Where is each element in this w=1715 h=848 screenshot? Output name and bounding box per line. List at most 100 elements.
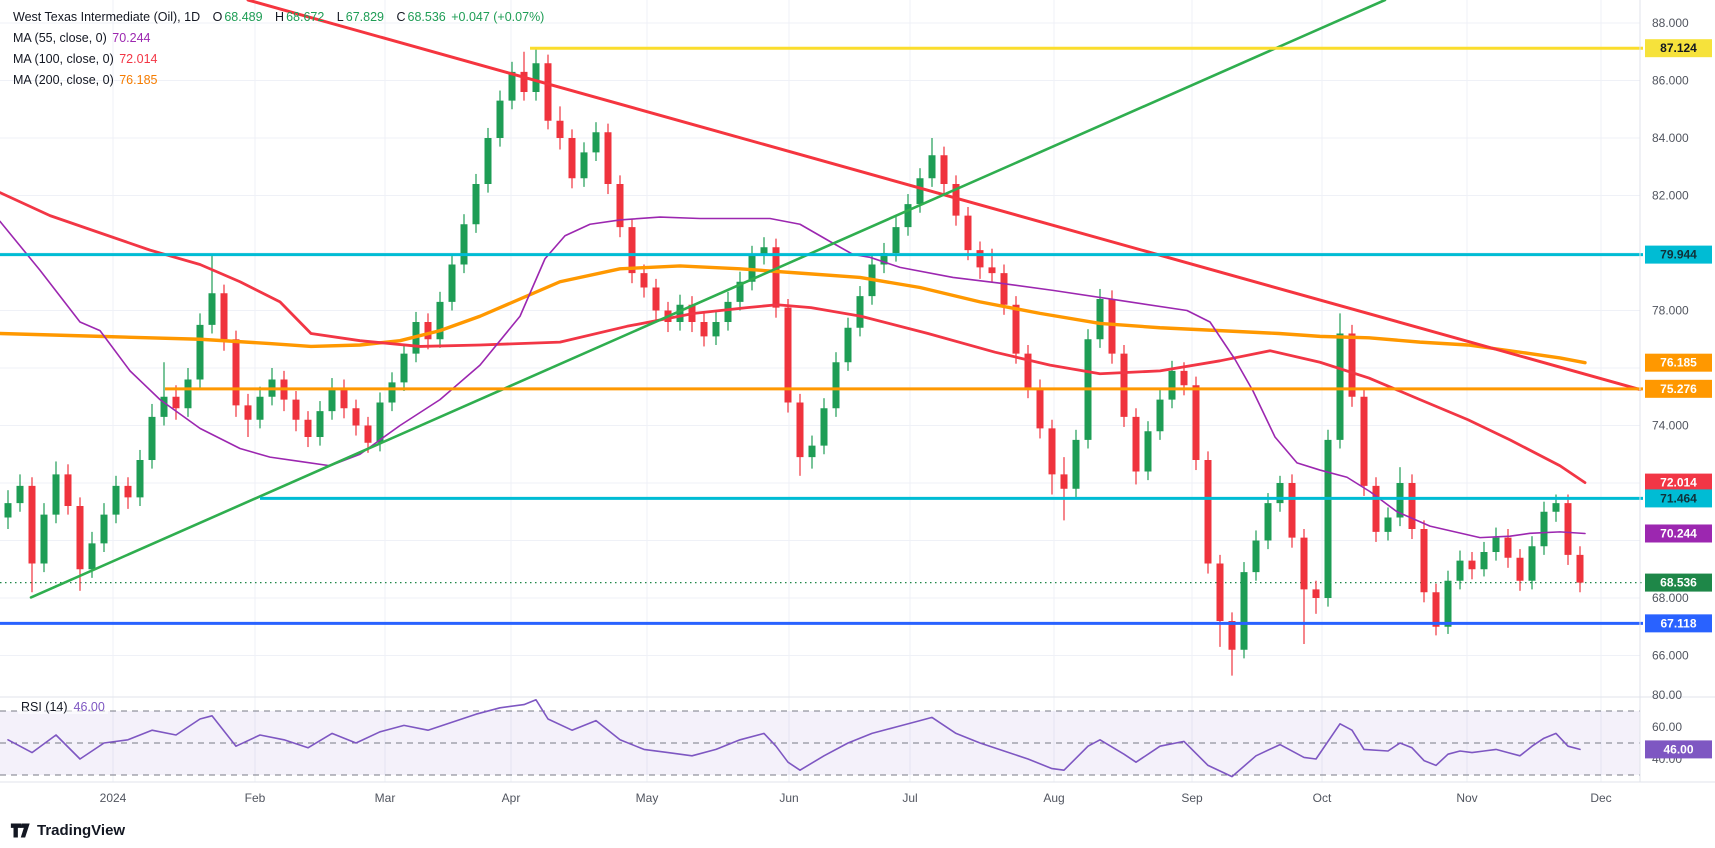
- rsi-pane[interactable]: [0, 710, 1640, 776]
- candle-body: [148, 416, 156, 461]
- candle: [736, 271, 744, 311]
- candle-body: [28, 485, 36, 564]
- candle-body: [1372, 485, 1380, 532]
- time-axis-label: 2024: [100, 791, 127, 805]
- candle: [1132, 408, 1140, 485]
- ma200-label: MA (200, close, 0): [13, 73, 114, 87]
- candle: [1408, 474, 1416, 540]
- candle-body: [1120, 353, 1128, 417]
- price-badge-box: [1645, 614, 1712, 633]
- price-badge-67.118: 67.118: [1645, 614, 1712, 633]
- candle-body: [4, 503, 12, 518]
- candle: [1516, 549, 1524, 591]
- candle-body: [484, 138, 492, 184]
- candle: [1276, 475, 1284, 512]
- ascending-trendline[interactable]: [29, 0, 1387, 599]
- candle: [424, 313, 432, 350]
- time-axis[interactable]: 2024 Feb Mar Apr May Jun Jul Aug Sep Oct Nov Dec: [100, 791, 1612, 805]
- time-axis-label: Dec: [1590, 791, 1611, 805]
- price-tick-label: 74.000: [1652, 419, 1689, 433]
- candle-body: [820, 408, 828, 446]
- candle: [1300, 529, 1308, 644]
- ma55-value: 70.244: [112, 31, 151, 45]
- candle-body: [556, 120, 564, 138]
- ma100-legend[interactable]: MA (100, close, 0) 72.014: [13, 49, 544, 70]
- candle-body: [160, 396, 168, 417]
- candle-body: [1420, 529, 1428, 593]
- candle-body: [64, 474, 72, 506]
- candle-body: [448, 264, 456, 302]
- symbol-title[interactable]: West Texas Intermediate (Oil), 1D: [13, 10, 201, 24]
- candle-body: [1432, 592, 1440, 627]
- time-axis-label: Jun: [779, 791, 798, 805]
- price-badge-79.944: 79.944: [1645, 245, 1712, 264]
- tradingview-logo[interactable]: TradingView: [10, 820, 125, 841]
- price-axis[interactable]: 88.000 86.000 84.000 82.000 78.000 74.000 68.0…: [1645, 16, 1712, 766]
- candle-body: [760, 247, 768, 256]
- candle: [496, 90, 504, 147]
- candle-body: [1504, 537, 1512, 558]
- candle-body: [796, 402, 804, 458]
- candle-body: [460, 224, 468, 265]
- price-badge-value: 72.014: [1660, 476, 1697, 490]
- candle: [1480, 541, 1488, 577]
- ma200-legend[interactable]: MA (200, close, 0) 76.185: [13, 70, 544, 91]
- candle-body: [352, 408, 360, 426]
- candle: [1504, 529, 1512, 568]
- candle-body: [808, 445, 816, 458]
- candle: [604, 123, 612, 195]
- price-tick-label: 82.000: [1652, 189, 1689, 203]
- candle: [1492, 527, 1500, 561]
- rsi-badge: 46.00: [1645, 740, 1712, 759]
- candle: [328, 378, 336, 420]
- candle: [100, 503, 108, 552]
- candle-body: [532, 63, 540, 92]
- candle: [1192, 376, 1200, 471]
- candle-body: [1240, 572, 1248, 650]
- time-axis-label: Oct: [1313, 791, 1332, 805]
- candle-body: [1144, 431, 1152, 472]
- candle: [1468, 552, 1476, 580]
- price-tick-label: 84.000: [1652, 131, 1689, 145]
- candle-body: [472, 184, 480, 225]
- rsi-value: 46.00: [73, 700, 105, 714]
- candle-body: [1168, 370, 1176, 400]
- candle: [592, 122, 600, 161]
- candle: [652, 278, 660, 321]
- open-label: O: [212, 10, 223, 24]
- time-axis-label: Jul: [902, 791, 917, 805]
- candle-body: [520, 71, 528, 93]
- candle: [532, 48, 540, 101]
- price-badge-value: 68.536: [1660, 576, 1697, 590]
- candle-body: [1048, 428, 1056, 475]
- ma100-value: 72.014: [119, 52, 158, 66]
- candle: [52, 461, 60, 524]
- rsi-legend[interactable]: RSI (14) 46.00: [18, 700, 108, 714]
- candle-body: [328, 388, 336, 412]
- candle-body: [844, 327, 852, 363]
- time-axis-label: Mar: [375, 791, 396, 805]
- rsi-line: [7, 698, 1581, 778]
- candle-body: [676, 304, 684, 322]
- price-badge-value: 70.244: [1660, 526, 1697, 540]
- candle-body: [400, 353, 408, 383]
- candle: [244, 393, 252, 437]
- candle: [1384, 507, 1392, 541]
- candle-body: [232, 339, 240, 406]
- candle-body: [244, 405, 252, 420]
- rsi-label: RSI (14): [21, 700, 68, 714]
- price-badge-76.185: 76.185: [1645, 353, 1712, 372]
- candle-body: [1060, 474, 1068, 489]
- candle-body: [1132, 416, 1140, 472]
- candle-body: [1276, 483, 1284, 504]
- price-badge-value: 67.118: [1660, 616, 1696, 630]
- ma55-legend[interactable]: MA (55, close, 0) 70.244: [13, 28, 544, 49]
- ohlc-low: L 67.829: [337, 10, 384, 24]
- candle: [1120, 345, 1128, 427]
- candle: [1336, 313, 1344, 449]
- candle: [940, 146, 948, 195]
- candle: [676, 294, 684, 331]
- low-label: L: [336, 10, 344, 24]
- candle-body: [1312, 589, 1320, 598]
